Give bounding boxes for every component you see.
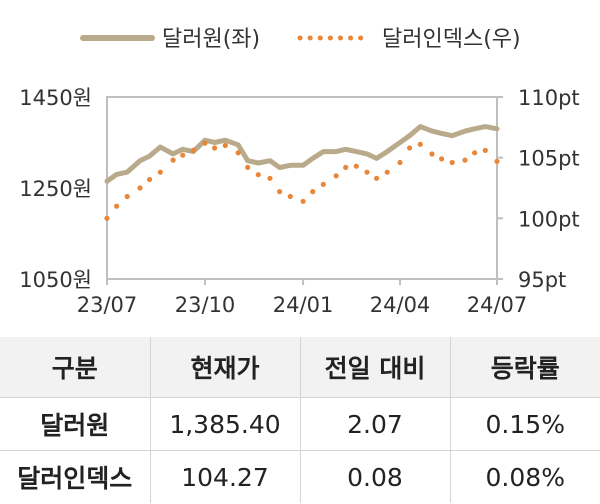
series-point-dxy [157, 169, 163, 175]
series-point-dxy [364, 169, 370, 175]
series-point-dxy [124, 193, 130, 200]
series-point-dxy [170, 157, 176, 163]
series-point-dxy [333, 173, 339, 179]
series-point-dxy [300, 198, 306, 204]
table-row: 달러원 1,385.40 2.07 0.15% [0, 397, 600, 451]
cell-current-price: 1,385.40 [149, 397, 300, 451]
cell-change: 0.08 [299, 450, 450, 503]
series-point-dxy [235, 150, 241, 156]
legend-label-krw: 달러원(좌) [162, 27, 260, 52]
cell-change: 2.07 [299, 397, 450, 451]
x-tick-label: 24/04 [370, 293, 431, 317]
series-point-dxy [137, 185, 143, 191]
series-point-dxy [212, 145, 218, 151]
cell-change-rate: 0.08% [449, 450, 600, 503]
series-point-dxy [222, 142, 228, 149]
series-point-dxy [255, 172, 261, 178]
series-point-dxy [462, 157, 468, 163]
series-point-dxy [494, 158, 500, 164]
series-point-dxy [449, 159, 455, 166]
y-left-tick-label: 1050원 [19, 268, 92, 292]
cell-change-rate: 0.15% [449, 397, 600, 451]
series-point-dxy [374, 175, 380, 181]
series-point-dxy [104, 215, 110, 221]
series-point-dxy [202, 140, 208, 146]
header-current-price: 현재가 [149, 337, 300, 398]
y-right-tick-label: 110pt [518, 86, 580, 110]
y-left-tick-label: 1250원 [19, 177, 92, 201]
series-point-dxy [190, 147, 196, 153]
series-point-dxy [180, 152, 186, 158]
series-point-dxy [439, 156, 445, 162]
row-label: 달러인덱스 [17, 464, 133, 493]
series-point-dxy [114, 203, 120, 209]
y-right-tick-label: 105pt [518, 147, 580, 171]
series-point-dxy [147, 176, 153, 183]
y-left-tick-label: 1450원 [19, 86, 92, 110]
series-point-dxy [287, 193, 293, 200]
series-point-dxy [320, 181, 326, 187]
quote-table: 구분 현재가 전일 대비 등락률 달러원 1,385.40 2.07 0.15%… [0, 337, 600, 503]
chart-series [104, 124, 500, 221]
series-point-dxy [384, 169, 390, 175]
header-change: 전일 대비 [299, 337, 450, 398]
series-point-dxy [429, 151, 435, 157]
series-point-dxy [407, 145, 413, 151]
header-category: 구분 [0, 337, 150, 398]
row-label: 달러원 [0, 397, 150, 451]
table-header-row: 구분 현재가 전일 대비 등락률 [0, 337, 600, 398]
series-line-krw [104, 124, 500, 184]
header-change-rate: 등락률 [449, 337, 600, 398]
chart-axes: 23/07 23/10 24/01 24/04 24/07 1450원 1250원 1050원… [19, 86, 579, 317]
exchange-rate-chart: 달러원(좌) 달러인덱스(우) 23/07 23/10 24/01 24/04 24/0… [19, 27, 579, 317]
series-point-dxy [353, 163, 359, 169]
x-tick-label: 23/10 [175, 293, 236, 317]
series-point-dxy [310, 189, 316, 195]
x-tick-label: 24/01 [273, 293, 334, 317]
series-point-dxy [417, 141, 423, 147]
series-point-dxy [245, 164, 251, 170]
y-right-tick-label: 100pt [518, 207, 580, 231]
y-right-tick-label: 95pt [518, 268, 566, 292]
cell-current-price: 104.27 [149, 450, 300, 503]
x-tick-label: 24/07 [467, 293, 528, 317]
series-point-dxy [343, 164, 349, 170]
series-point-dxy [397, 159, 403, 166]
series-point-dxy [482, 147, 488, 153]
legend-label-dxy: 달러인덱스(우) [382, 27, 521, 52]
chart-legend: 달러원(좌) 달러인덱스(우) [80, 27, 521, 52]
series-point-dxy [267, 175, 273, 181]
series-point-dxy [277, 189, 283, 195]
series-point-dxy [472, 150, 478, 156]
table-row: 달러인덱스 104.27 0.08 0.08% [0, 450, 600, 503]
x-tick-label: 23/07 [77, 293, 138, 317]
plot-frame [106, 96, 498, 280]
